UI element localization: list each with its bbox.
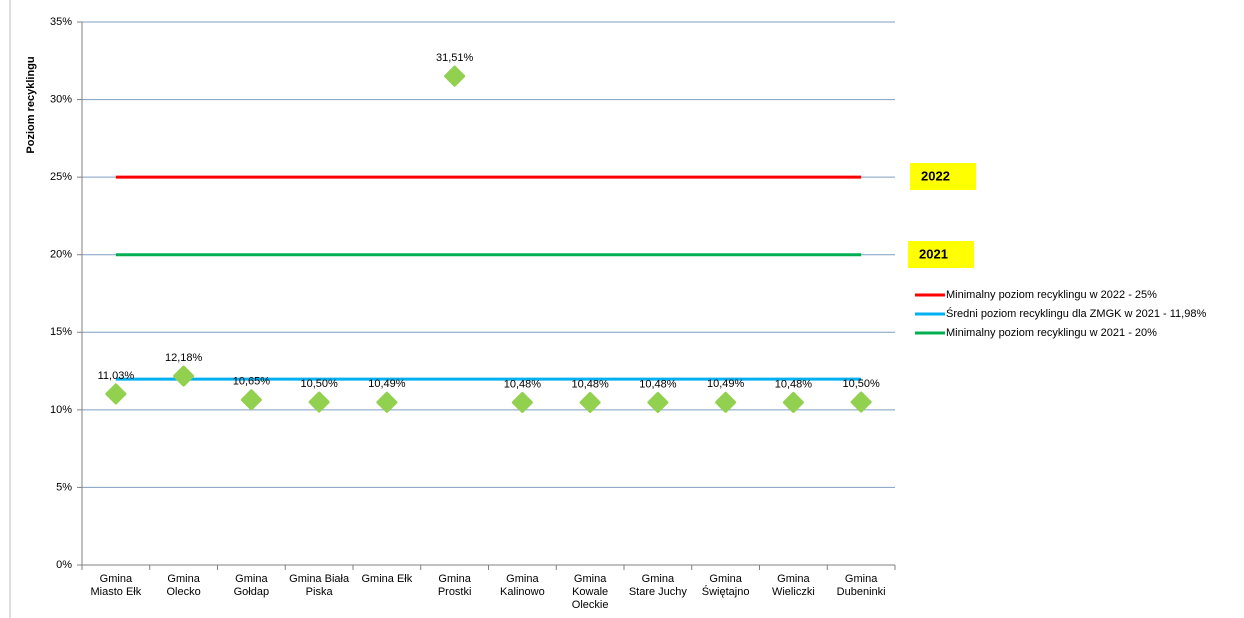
data-point bbox=[850, 391, 872, 413]
y-tick-label: 15% bbox=[50, 326, 72, 338]
x-tick-label: Gmina Dubeninki bbox=[837, 573, 886, 598]
x-tick-label: Gmina Świętajno bbox=[702, 573, 750, 598]
annotation-box bbox=[910, 163, 976, 190]
value-label: 10,48% bbox=[571, 378, 609, 390]
y-tick-label: 20% bbox=[50, 249, 72, 261]
data-point bbox=[647, 391, 669, 413]
y-axis-label: Poziom recyklingu bbox=[25, 56, 37, 153]
data-point bbox=[579, 391, 601, 413]
x-tick-label: Gmina Stare Juchy bbox=[629, 573, 688, 598]
value-label: 31,51% bbox=[436, 52, 474, 64]
y-tick-label: 35% bbox=[50, 16, 72, 28]
legend-label: Średni poziom recyklingu dla ZMGK w 2021… bbox=[946, 307, 1206, 320]
x-tick-label: Gmina Olecko bbox=[167, 573, 201, 598]
data-point bbox=[240, 389, 262, 411]
value-label: 10,48% bbox=[639, 378, 677, 390]
value-label: 10,49% bbox=[368, 378, 406, 390]
x-tick-label: Gmina Ełk bbox=[362, 573, 413, 585]
y-tick-label: 30% bbox=[50, 93, 72, 105]
data-point bbox=[173, 365, 195, 387]
legend-label: Minimalny poziom recyklingu w 2022 - 25% bbox=[946, 289, 1157, 301]
value-label: 10,48% bbox=[775, 378, 813, 390]
data-point bbox=[376, 391, 398, 413]
value-label: 10,50% bbox=[842, 378, 880, 390]
x-tick-label: Gmina Gołdap bbox=[234, 573, 269, 598]
data-point bbox=[782, 391, 804, 413]
value-label: 12,18% bbox=[165, 352, 203, 364]
value-label: 10,48% bbox=[504, 378, 542, 390]
value-label: 11,03% bbox=[98, 370, 135, 382]
data-point bbox=[444, 65, 466, 87]
data-point bbox=[308, 391, 330, 413]
data-point bbox=[511, 391, 533, 413]
annotation-label: 2021 bbox=[919, 246, 948, 261]
x-tick-label: Gmina Kowale Oleckie bbox=[572, 573, 609, 611]
x-tick-label: Gmina Miasto Ełk bbox=[91, 573, 142, 598]
x-tick-label: Gmina Prostki bbox=[438, 573, 472, 598]
x-tick-label: Gmina Kalinowo bbox=[500, 573, 545, 598]
x-tick-label: Gmina Biała Piska bbox=[289, 573, 350, 598]
value-label: 10,65% bbox=[233, 376, 271, 388]
y-tick-label: 10% bbox=[50, 404, 72, 416]
y-tick-label: 25% bbox=[50, 171, 72, 183]
annotation-label: 2022 bbox=[921, 168, 950, 183]
data-point bbox=[105, 383, 127, 405]
x-tick-label: Gmina Wieliczki bbox=[772, 573, 815, 598]
y-tick-label: 0% bbox=[56, 559, 72, 571]
legend-label: Minimalny poziom recyklingu w 2021 - 20% bbox=[946, 327, 1157, 339]
y-tick-label: 5% bbox=[56, 481, 72, 493]
data-point bbox=[715, 391, 737, 413]
value-label: 10,49% bbox=[707, 378, 745, 390]
annotation-box bbox=[908, 241, 974, 268]
value-label: 10,50% bbox=[300, 378, 338, 390]
